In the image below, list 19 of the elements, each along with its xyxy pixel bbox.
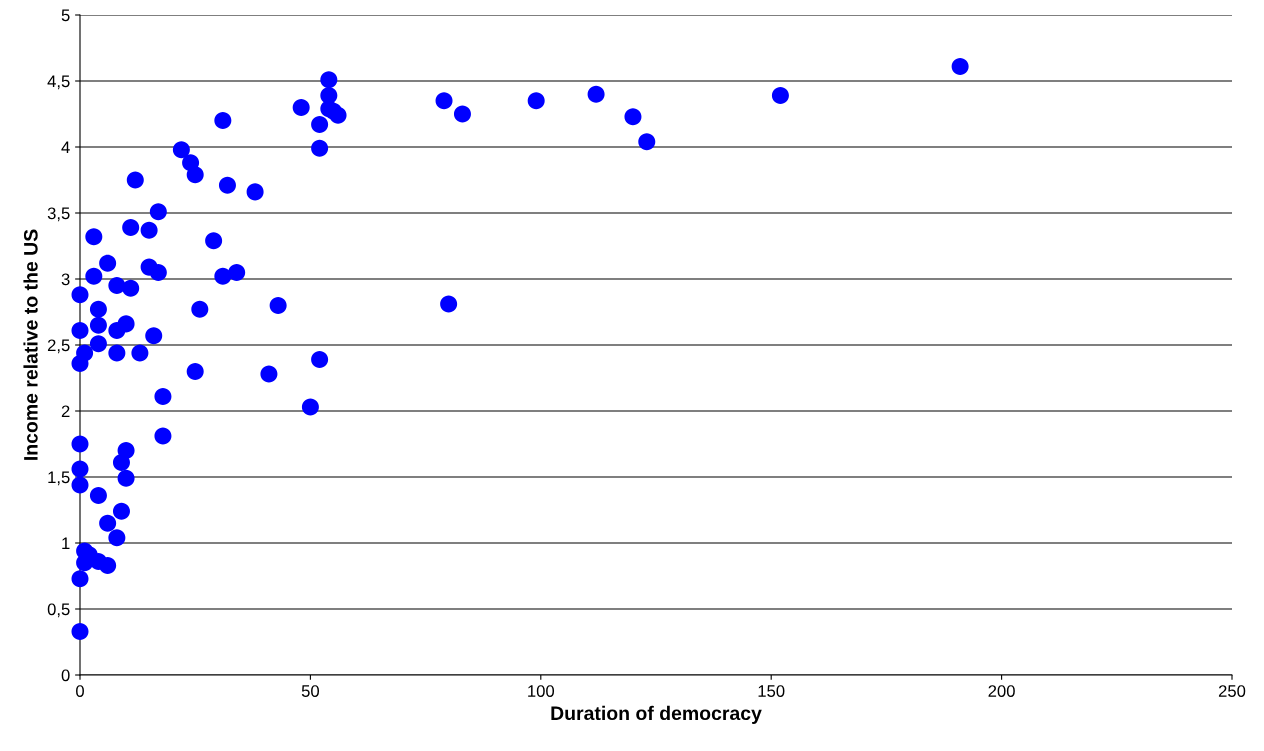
y-tick-label: 3 [61,273,70,286]
x-tick-label: 50 [301,685,320,697]
x-tick-label: 100 [528,685,555,697]
x-tick-label: 150 [758,685,785,697]
x-tick-label: 200 [988,685,1015,697]
y-tick-label: 2,5 [47,339,70,354]
x-axis-title: Duration of democracy [551,705,762,724]
y-tick-label: 0 [61,669,70,682]
y-tick-label: 2 [61,405,70,418]
x-tick-label: 250 [1218,685,1246,697]
x-tick-label: 0 [76,685,84,697]
y-tick-label: 1 [62,537,70,550]
y-tick-label: 5 [61,9,70,22]
y-axis-title: Income relative to the US [23,229,38,460]
y-tick-label: 3,5 [47,207,70,222]
y-tick-label: 1,5 [48,471,70,486]
y-tick-label: 0,5 [47,603,70,618]
y-tick-label: 4,5 [47,75,70,90]
y-tick-label: 4 [61,141,70,154]
